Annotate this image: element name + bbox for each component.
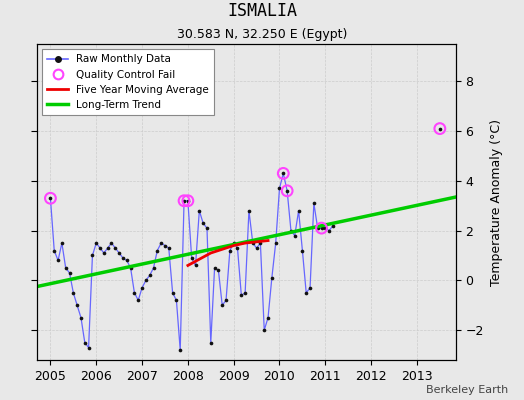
Point — [146, 272, 154, 279]
Point — [115, 250, 123, 256]
Point — [325, 228, 333, 234]
Point — [84, 344, 93, 351]
Point — [88, 252, 96, 259]
Y-axis label: Temperature Anomaly (°C): Temperature Anomaly (°C) — [489, 118, 503, 286]
Point — [306, 285, 314, 291]
Point — [294, 208, 303, 214]
Point — [73, 302, 81, 308]
Point — [141, 277, 150, 284]
Point — [291, 232, 299, 239]
Legend: Raw Monthly Data, Quality Control Fail, Five Year Moving Average, Long-Term Tren: Raw Monthly Data, Quality Control Fail, … — [42, 49, 214, 115]
Point — [279, 170, 288, 176]
Point — [184, 198, 192, 204]
Point — [233, 245, 242, 251]
Point — [435, 125, 444, 132]
Point — [77, 314, 85, 321]
Point — [153, 247, 161, 254]
Point — [435, 125, 444, 132]
Point — [92, 240, 101, 246]
Point — [107, 240, 116, 246]
Point — [123, 257, 131, 264]
Point — [310, 200, 318, 206]
Point — [241, 290, 249, 296]
Point — [111, 245, 119, 251]
Point — [283, 188, 291, 194]
Point — [329, 222, 337, 229]
Point — [279, 170, 288, 176]
Point — [176, 347, 184, 353]
Point — [206, 339, 215, 346]
Point — [54, 257, 62, 264]
Point — [283, 188, 291, 194]
Point — [214, 267, 223, 274]
Text: Berkeley Earth: Berkeley Earth — [426, 385, 508, 395]
Point — [138, 285, 146, 291]
Point — [287, 228, 295, 234]
Point — [184, 198, 192, 204]
Text: 30.583 N, 32.250 E (Egypt): 30.583 N, 32.250 E (Egypt) — [177, 28, 347, 41]
Point — [66, 270, 74, 276]
Point — [253, 245, 261, 251]
Point — [226, 247, 234, 254]
Point — [218, 302, 226, 308]
Point — [210, 265, 219, 271]
Point — [130, 290, 138, 296]
Point — [298, 247, 307, 254]
Point — [46, 195, 54, 202]
Point — [46, 195, 54, 202]
Point — [248, 240, 257, 246]
Point — [157, 240, 166, 246]
Point — [50, 247, 58, 254]
Point — [264, 314, 272, 321]
Point — [191, 262, 200, 269]
Point — [188, 255, 196, 261]
Point — [180, 198, 188, 204]
Point — [69, 290, 78, 296]
Point — [126, 265, 135, 271]
Point — [268, 275, 276, 281]
Point — [302, 290, 310, 296]
Point — [318, 225, 326, 231]
Point — [260, 327, 268, 333]
Point — [256, 240, 265, 246]
Point — [222, 297, 230, 304]
Point — [149, 265, 158, 271]
Point — [165, 245, 173, 251]
Point — [203, 225, 211, 231]
Text: ISMALIA: ISMALIA — [227, 2, 297, 20]
Point — [321, 225, 330, 231]
Point — [134, 297, 143, 304]
Point — [318, 225, 326, 231]
Point — [313, 225, 322, 231]
Point — [61, 265, 70, 271]
Point — [81, 339, 89, 346]
Point — [104, 245, 112, 251]
Point — [58, 240, 66, 246]
Point — [180, 198, 188, 204]
Point — [100, 250, 108, 256]
Point — [195, 208, 203, 214]
Point — [168, 290, 177, 296]
Point — [271, 240, 280, 246]
Point — [96, 245, 104, 251]
Point — [230, 240, 238, 246]
Point — [119, 255, 127, 261]
Point — [245, 208, 253, 214]
Point — [237, 292, 246, 298]
Point — [161, 242, 169, 249]
Point — [172, 297, 181, 304]
Point — [275, 185, 283, 192]
Point — [199, 220, 208, 226]
